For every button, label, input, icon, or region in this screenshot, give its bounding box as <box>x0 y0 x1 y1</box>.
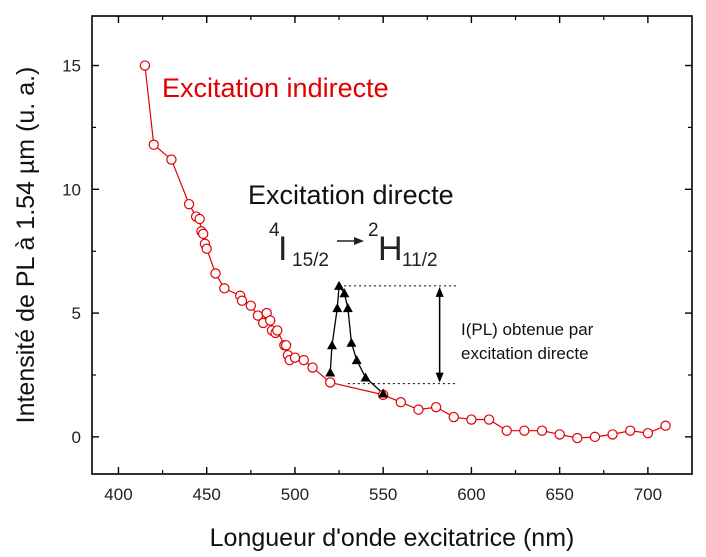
indirect-data-point <box>325 377 336 388</box>
direct-data-point <box>346 337 357 347</box>
x-axis-title: Longueur d'onde excitatrice (nm) <box>210 524 575 552</box>
x-tick-label: 600 <box>457 485 485 504</box>
transition-from-base: I <box>278 230 287 268</box>
direct-data-point <box>378 388 389 398</box>
indirect-data-point <box>483 414 495 425</box>
direct-data-point <box>332 303 343 313</box>
indirect-data-point <box>210 268 221 279</box>
indirect-data-point <box>194 213 205 225</box>
direct-data-point <box>351 355 362 365</box>
x-tick-label: 650 <box>545 485 573 504</box>
plot-frame <box>91 15 693 475</box>
axis-tick-labels: 400 450 500 550 600 650 700 0 5 10 15 <box>62 57 662 504</box>
x-tick-label: 700 <box>634 485 662 504</box>
indirect-data-point <box>298 354 309 366</box>
indirect-data-point <box>572 432 583 444</box>
indirect-data-point <box>236 295 248 306</box>
x-tick-label: 500 <box>281 485 309 504</box>
indirect-data-point <box>501 425 512 436</box>
transition-to-sub: 11/2 <box>402 250 438 271</box>
indirect-data-point <box>245 300 257 311</box>
indirect-data-point <box>166 154 177 165</box>
arrow-note-line-2: excitation directe <box>461 344 589 363</box>
direct-data-point <box>360 372 371 382</box>
indirect-data-point <box>139 60 151 71</box>
indirect-data-point <box>536 425 548 436</box>
indirect-data-point <box>554 429 565 440</box>
x-tick-label: 450 <box>193 485 221 504</box>
indirect-data-point <box>625 425 636 436</box>
x-tick-label: 400 <box>104 485 132 504</box>
indirect-data-point <box>642 427 654 439</box>
indirect-data-point <box>307 362 318 373</box>
direct-series-line <box>329 284 384 395</box>
direct-data-point <box>339 288 350 298</box>
axis-ticks <box>92 16 692 474</box>
x-tick-label: 550 <box>369 485 397 504</box>
indirect-data-point <box>289 352 301 363</box>
transition-from-sup: 4 <box>269 220 280 241</box>
arrow-note-line-1: I(PL) obtenue par <box>461 320 594 339</box>
direct-series-label: Excitation directe <box>248 180 454 210</box>
indirect-series-points <box>139 60 671 444</box>
indirect-data-point <box>197 228 209 240</box>
indirect-data-point <box>413 404 424 415</box>
direct-series-points <box>325 280 389 398</box>
indirect-data-point <box>466 414 477 425</box>
transition-to-sup: 2 <box>368 220 379 241</box>
indirect-data-point <box>430 401 442 413</box>
indirect-data-point <box>272 325 283 336</box>
indirect-data-point <box>660 420 671 431</box>
transition-from-sub: 15/2 <box>292 250 329 271</box>
y-tick-label: 0 <box>72 428 81 447</box>
arrow-head-up-icon <box>435 286 444 297</box>
indirect-data-point <box>148 139 159 150</box>
y-tick-label: 5 <box>72 304 81 323</box>
indirect-data-point <box>589 431 601 443</box>
indirect-data-point <box>265 315 276 326</box>
y-axis-title: Intensité de PL à 1.54 µm (u. a.) <box>12 67 40 424</box>
y-tick-label: 10 <box>62 180 81 199</box>
double-arrow-icon <box>435 286 444 383</box>
direct-data-point <box>327 340 337 350</box>
indirect-data-point <box>219 283 230 294</box>
indirect-series-label: Excitation indirecte <box>162 73 389 103</box>
indirect-data-point <box>395 397 407 408</box>
indirect-data-point <box>183 198 195 210</box>
indirect-data-point <box>448 411 459 423</box>
direct-data-point <box>325 367 336 377</box>
indirect-data-point <box>201 243 212 254</box>
y-tick-label: 15 <box>62 57 81 76</box>
direct-data-point <box>342 303 353 313</box>
transition-arrow-icon <box>337 237 364 245</box>
transition-to-base: H <box>378 230 403 268</box>
indirect-data-point <box>607 429 618 440</box>
indirect-data-point <box>280 340 292 351</box>
arrow-head-down-icon <box>435 372 444 383</box>
transition-label: 4 I 15/2 2 H 11/2 <box>269 220 438 271</box>
indirect-data-point <box>519 425 530 436</box>
